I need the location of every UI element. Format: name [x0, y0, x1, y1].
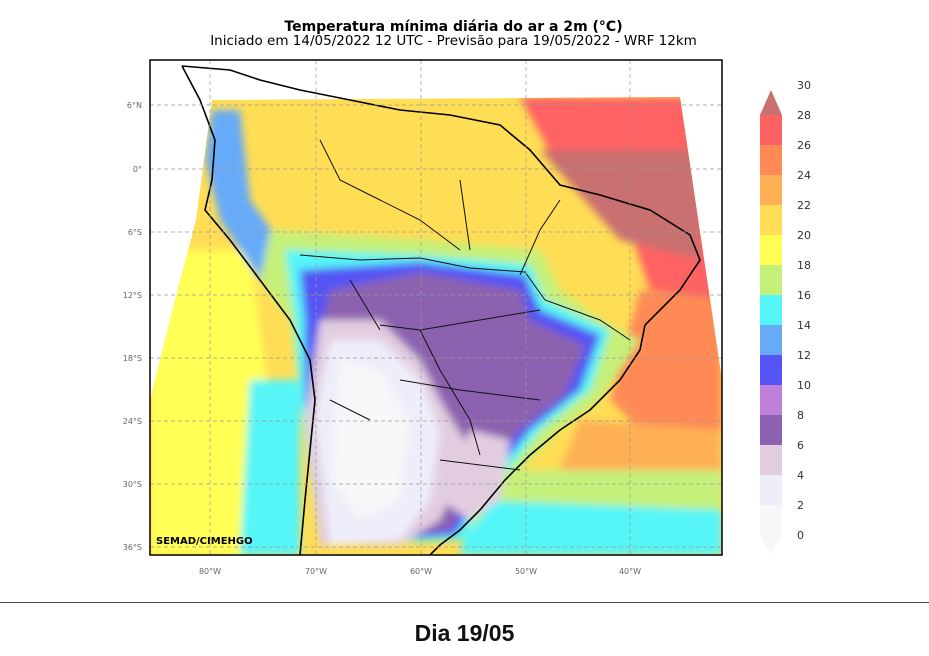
colorbar-segment: [760, 355, 782, 385]
colorbar-segment: [760, 145, 782, 175]
colorbar-segment: [760, 445, 782, 475]
colorbar-tick: 2: [797, 499, 804, 512]
map-subtitle: Iniciado em 14/05/2022 12 UTC - Previsão…: [210, 33, 697, 49]
coastline: [181, 65, 701, 555]
grid-lines: [150, 60, 722, 555]
colorbar-segment: [760, 235, 782, 265]
lon-tick: 70°W: [305, 567, 327, 576]
colorbar-tick: 24: [797, 169, 811, 182]
lon-tick: 60°W: [410, 567, 432, 576]
lat-tick: 12°S: [123, 291, 142, 300]
lat-tick: 6°N: [127, 101, 142, 110]
longitude-ticks: 80°W 70°W 60°W 50°W 40°W: [199, 567, 641, 576]
colorbar-segment: [760, 115, 782, 145]
colorbar-tick: 28: [797, 109, 811, 122]
colorbar-tick: 14: [797, 319, 811, 332]
colorbar-tick: 22: [797, 199, 811, 212]
colorbar-segment: [760, 295, 782, 325]
credit-label: SEMAD/CIMEHGO: [156, 536, 253, 547]
lat-tick: 36°S: [123, 543, 142, 552]
colorbar-tick: 0: [797, 529, 804, 542]
map-title: Temperatura mínima diária do ar a 2m (°C…: [284, 19, 623, 35]
footer-divider: [0, 602, 929, 603]
colorbar-segment: [760, 205, 782, 235]
temperature-field: SEMAD/CIMEHGO: [150, 60, 722, 555]
lat-tick: 0°: [133, 165, 142, 174]
colorbar-tick: 26: [797, 139, 811, 152]
colorbar-segment: [760, 325, 782, 355]
forecast-map: SEMAD/CIMEHGO 6°N 0° 6°S 12°S 18°S 24°S …: [123, 59, 811, 576]
lon-tick: 50°W: [515, 567, 537, 576]
colorbar-tick: 20: [797, 229, 811, 242]
colorbar-tick: 16: [797, 289, 811, 302]
colorbar-max-extend: [760, 90, 782, 115]
colorbar-tick: 10: [797, 379, 811, 392]
colorbar-tick: 6: [797, 439, 804, 452]
borders: [299, 139, 631, 471]
day-label: Dia 19/05: [414, 620, 515, 646]
lon-tick: 80°W: [199, 567, 221, 576]
colorbar-tick: 4: [797, 469, 804, 482]
colorbar-segment: [760, 385, 782, 415]
colorbar-segment: [760, 415, 782, 445]
latitude-ticks: 6°N 0° 6°S 12°S 18°S 24°S 30°S 36°S: [123, 101, 142, 552]
colorbar-segment: [760, 475, 782, 505]
lat-tick: 30°S: [123, 480, 142, 489]
colorbar-tick: 30: [797, 79, 811, 92]
lon-tick: 40°W: [619, 567, 641, 576]
colorbar-segment: [760, 265, 782, 295]
map-frame: [149, 59, 723, 556]
colorbar-tick: 18: [797, 259, 811, 272]
lat-tick: 6°S: [128, 228, 142, 237]
colorbar-tick: 8: [797, 409, 804, 422]
lat-tick: 18°S: [123, 354, 142, 363]
colorbar-segment: [760, 175, 782, 205]
colorbar-tick: 12: [797, 349, 811, 362]
colorbar-min-extend: [760, 535, 782, 555]
colorbar-segment: [760, 505, 782, 535]
lat-tick: 24°S: [123, 417, 142, 426]
